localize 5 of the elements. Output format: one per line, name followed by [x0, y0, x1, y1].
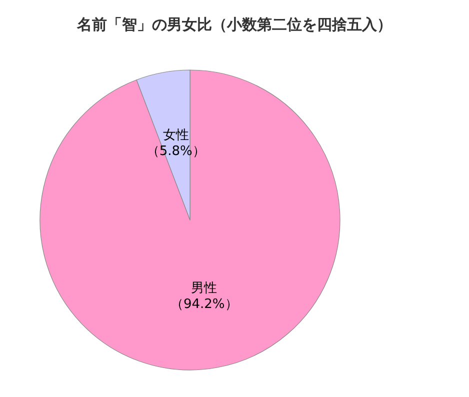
data-label: （5.8%） [146, 144, 206, 159]
slice-label: 男性 [191, 281, 218, 296]
slice-label: 女性 [162, 128, 189, 143]
chart-title: 名前「智」の男女比（小数第二位を四捨五入） [76, 16, 392, 34]
data-label: （94.2%） [170, 297, 238, 312]
